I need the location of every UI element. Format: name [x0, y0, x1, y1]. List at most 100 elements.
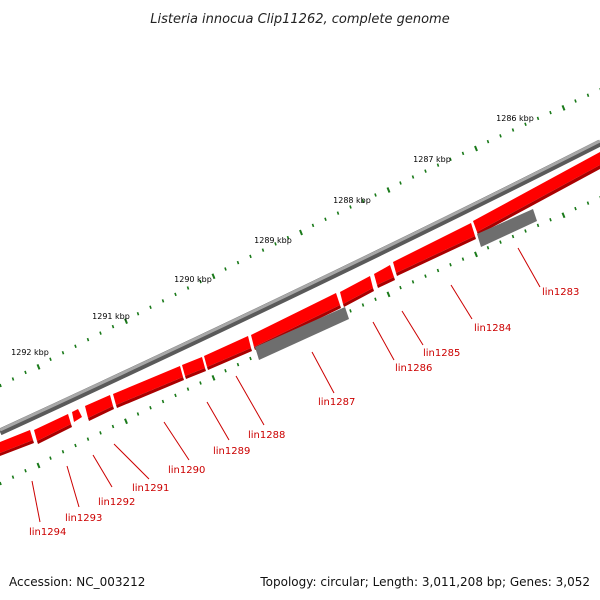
gene-block[interactable]: [374, 265, 394, 285]
gene-block[interactable]: [204, 336, 251, 367]
gene-leader-line: [372, 321, 395, 361]
gene-block-gray[interactable]: [255, 307, 349, 360]
major-tick: [561, 104, 566, 111]
minor-tick: [586, 93, 590, 98]
minor-tick: [524, 122, 527, 126]
minor-tick: [24, 370, 27, 375]
gene-label[interactable]: lin1289: [213, 446, 250, 457]
major-tick: [211, 374, 216, 381]
gene-block[interactable]: [473, 152, 600, 232]
gene-leader-line: [31, 480, 41, 523]
kbp-scale: 1286 kbp 1287 kbp 1288 kbp 1289 kbp 1290 kbp…: [11, 114, 534, 357]
minor-tick: [261, 248, 265, 252]
minor-tick: [136, 311, 140, 316]
minor-tick: [99, 431, 102, 435]
minor-tick: [499, 240, 502, 244]
minor-tick: [86, 437, 90, 441]
kbp-label: 1292 kbp: [11, 348, 49, 357]
gene-leader-line: [311, 351, 335, 394]
minor-tick: [549, 110, 552, 115]
major-tick: [474, 251, 478, 258]
minor-tick: [324, 217, 327, 221]
gene-block[interactable]: [85, 395, 113, 418]
minor-tick: [99, 331, 102, 335]
gene-block[interactable]: [251, 293, 340, 347]
gene-label[interactable]: lin1294: [29, 527, 66, 538]
minor-tick: [536, 116, 540, 121]
minor-tick: [61, 450, 65, 454]
minor-tick: [224, 368, 227, 373]
gene-label[interactable]: lin1288: [248, 430, 285, 441]
minor-tick: [0, 481, 2, 486]
gene-label[interactable]: lin1287: [318, 397, 355, 408]
minor-tick: [236, 362, 240, 367]
gene-label[interactable]: lin1285: [423, 348, 460, 359]
kbp-label: 1286 kbp: [496, 114, 534, 123]
gene-leader-line: [517, 247, 541, 288]
minor-tick: [499, 134, 502, 138]
minor-tick: [399, 285, 402, 290]
minor-tick: [199, 381, 202, 385]
minor-tick: [174, 292, 177, 297]
gene-label[interactable]: lin1290: [168, 465, 205, 476]
minor-tick: [349, 205, 352, 209]
minor-tick: [149, 406, 152, 410]
minor-tick: [11, 377, 15, 381]
minor-tick: [374, 193, 377, 197]
gene-leader-line: [92, 454, 113, 488]
minor-tick: [136, 412, 140, 416]
minor-tick: [424, 169, 427, 173]
gene-block[interactable]: [113, 366, 183, 405]
gene-block[interactable]: [72, 409, 82, 422]
gene-block[interactable]: [393, 223, 475, 273]
gene-label[interactable]: lin1284: [474, 323, 511, 334]
minor-tick: [0, 383, 2, 388]
gene-block[interactable]: [182, 357, 205, 376]
gene-track: [0, 152, 600, 456]
minor-tick: [174, 393, 177, 398]
minor-tick: [436, 268, 440, 273]
minor-tick: [186, 387, 190, 391]
major-tick: [386, 187, 391, 193]
gene-block-gray[interactable]: [477, 209, 537, 247]
gene-leader-line: [66, 465, 80, 508]
minor-tick: [399, 181, 402, 185]
gene-block[interactable]: [0, 430, 33, 453]
minor-tick: [411, 175, 415, 179]
gene-leader-line: [450, 284, 473, 320]
major-tick: [474, 145, 478, 152]
minor-tick: [511, 234, 515, 239]
minor-tick: [311, 223, 315, 228]
minor-tick: [349, 309, 352, 313]
minor-tick: [199, 279, 202, 284]
minor-tick: [224, 267, 227, 271]
major-tick: [36, 363, 41, 370]
minor-tick: [361, 303, 365, 307]
gene-leader-line: [113, 443, 150, 480]
gene-leader-line: [235, 375, 265, 426]
minor-tick: [549, 218, 552, 222]
minor-tick: [111, 424, 115, 429]
minor-tick: [586, 201, 590, 205]
minor-tick: [374, 297, 377, 301]
gene-label[interactable]: lin1286: [395, 363, 432, 374]
gene-label[interactable]: lin1292: [98, 497, 135, 508]
accession-text: Accession: NC_003212: [9, 575, 145, 589]
gene-block[interactable]: [340, 276, 373, 304]
gene-label[interactable]: lin1293: [65, 513, 102, 524]
minor-tick: [336, 211, 340, 215]
minor-tick: [236, 260, 240, 265]
major-tick: [299, 229, 303, 236]
minor-tick: [86, 337, 90, 342]
minor-tick: [436, 163, 440, 167]
backbone-track: [0, 139, 600, 436]
kbp-label: 1287 kbp: [413, 155, 451, 164]
gene-leader-line: [401, 310, 424, 346]
minor-tick: [361, 199, 365, 203]
minor-tick: [61, 350, 65, 355]
gene-label[interactable]: lin1291: [132, 483, 169, 494]
gene-block[interactable]: [34, 414, 71, 441]
gene-label[interactable]: lin1283: [542, 287, 579, 298]
minor-tick: [249, 254, 252, 259]
